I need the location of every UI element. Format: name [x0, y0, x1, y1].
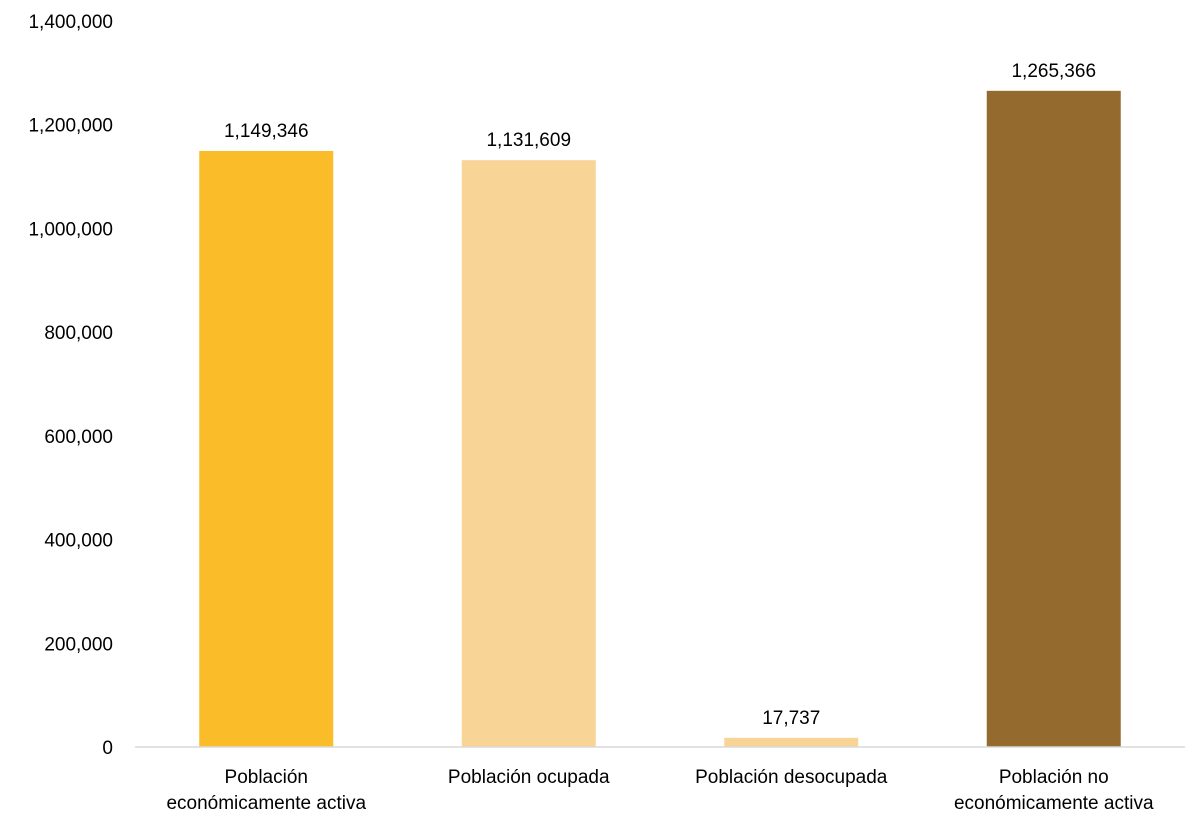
y-tick-label: 200,000: [44, 634, 113, 655]
bars: [199, 90, 1121, 748]
x-category-label-line: económicamente activa: [954, 793, 1154, 814]
y-tick-label: 0: [102, 738, 113, 759]
y-tick-label: 1,400,000: [28, 12, 113, 33]
x-category-label: Población ocupada: [448, 767, 610, 788]
x-category-label-line: Población: [225, 767, 308, 788]
data-label: 17,737: [762, 708, 820, 729]
bar: [724, 737, 859, 747]
bar: [199, 150, 334, 748]
y-axis-tick-labels: 0 200,000 400,000 600,000 800,000 1,000,000 1,…: [28, 12, 113, 759]
data-label: 1,265,366: [1011, 61, 1096, 82]
x-category-label: Población no económicamente activa: [954, 767, 1154, 814]
x-category-label-line: económicamente activa: [166, 793, 366, 814]
x-category-label-line: Población ocupada: [448, 767, 610, 788]
y-tick-label: 1,000,000: [28, 219, 113, 240]
y-tick-label: 600,000: [44, 427, 113, 448]
x-category-label-line: Población desocupada: [695, 767, 888, 788]
x-category-label: Población desocupada: [695, 767, 888, 788]
x-axis-category-labels: Población económicamente activaPoblación …: [166, 767, 1154, 814]
y-tick-label: 1,200,000: [28, 116, 113, 137]
data-label: 1,131,609: [486, 130, 571, 151]
data-label: 1,149,346: [224, 121, 309, 142]
x-category-label-line: Población no: [999, 767, 1109, 788]
y-tick-label: 800,000: [44, 323, 113, 344]
x-category-label: Población económicamente activa: [166, 767, 366, 814]
y-tick-label: 400,000: [44, 531, 113, 552]
bar: [986, 90, 1121, 748]
data-labels: 1,149,346 1,131,609 17,737 1,265,366: [224, 61, 1096, 729]
bar: [461, 160, 596, 747]
